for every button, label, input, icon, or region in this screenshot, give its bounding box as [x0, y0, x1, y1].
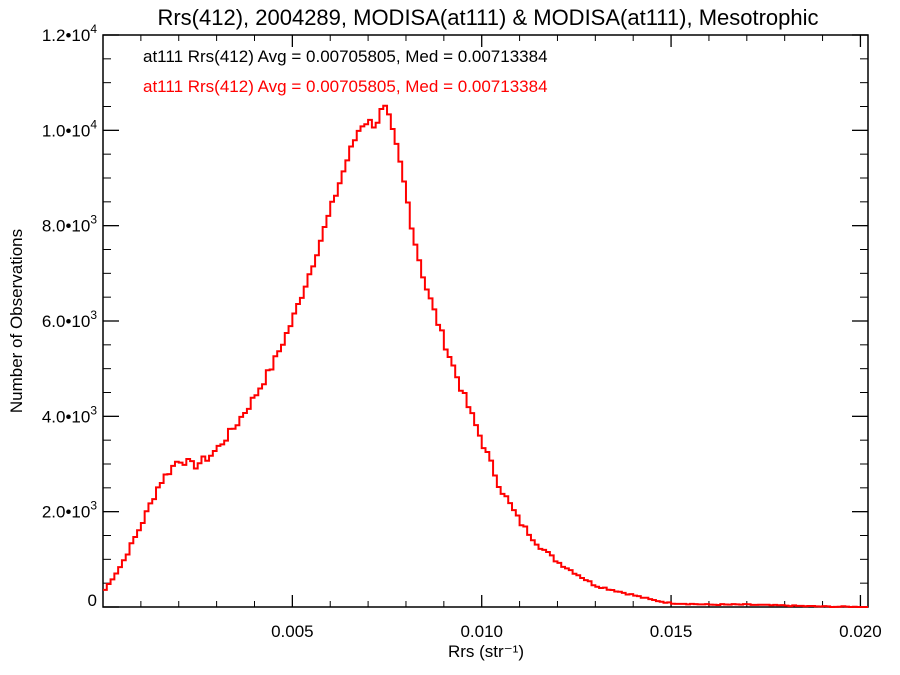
y-tick-exponent: 4: [90, 22, 97, 36]
y-tick-mantissa: 1.2•10: [42, 26, 91, 45]
y-tick-mantissa: 4.0•10: [42, 407, 91, 426]
y-tick-label: 1.2•104: [42, 22, 98, 45]
y-axis-label: Number of Observations: [7, 229, 26, 413]
y-tick-mantissa: 2.0•10: [42, 503, 91, 522]
x-tick-label: 0.020: [839, 622, 882, 641]
y-tick-exponent: 3: [90, 403, 97, 417]
x-axis-label: Rrs (str⁻¹): [448, 642, 524, 661]
y-tick-label: 8.0•103: [42, 213, 98, 236]
plot-frame: [102, 34, 869, 608]
y-tick-labels: 02.0•1034.0•1036.0•1038.0•1031.0•1041.2•…: [42, 22, 98, 610]
histogram-series-line: [103, 104, 868, 608]
x-tick-label: 0.015: [650, 622, 693, 641]
y-tick-exponent: 3: [90, 499, 97, 513]
y-tick-exponent: 3: [90, 213, 97, 227]
y-tick-label: 0: [88, 591, 97, 610]
y-tick-label: 1.0•104: [42, 117, 98, 140]
y-tick-mantissa: 6.0•10: [42, 312, 91, 331]
y-tick-mantissa: 1.0•10: [42, 121, 91, 140]
x-tick-labels: 0.005 0.010 0.015 0.020: [271, 622, 882, 641]
y-tick-mantissa: 8.0•10: [42, 217, 91, 236]
annotation-black: at111 Rrs(412) Avg = 0.00705805, Med = 0…: [143, 47, 548, 66]
x-tick-label: 0.005: [271, 622, 314, 641]
y-tick-label: 2.0•103: [42, 499, 98, 522]
annotation-red: at111 Rrs(412) Avg = 0.00705805, Med = 0…: [143, 77, 548, 96]
chart-title: Rrs(412), 2004289, MODISA(at111) & MODIS…: [157, 5, 818, 30]
axis-ticks: [103, 34, 868, 608]
y-tick-label: 4.0•103: [42, 403, 98, 426]
y-tick-label: 6.0•103: [42, 308, 98, 331]
x-tick-label: 0.010: [460, 622, 503, 641]
y-tick-exponent: 3: [90, 308, 97, 322]
y-tick-exponent: 4: [90, 117, 97, 131]
